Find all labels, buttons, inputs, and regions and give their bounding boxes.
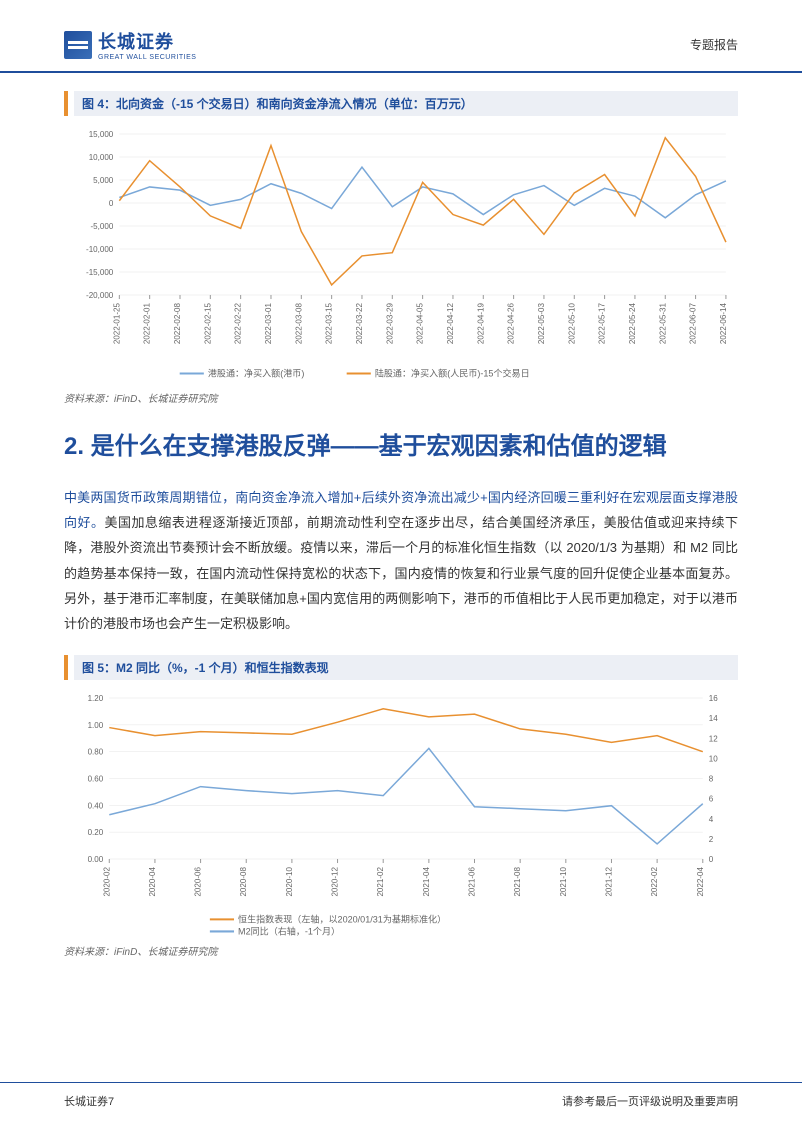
- svg-text:0.60: 0.60: [88, 774, 104, 783]
- accent-bar-icon: [64, 91, 68, 116]
- section-2-heading: 2. 是什么在支撑港股反弹——基于宏观因素和估值的逻辑: [64, 429, 738, 465]
- svg-text:2022-02: 2022-02: [650, 866, 659, 896]
- svg-text:2020-04: 2020-04: [148, 866, 157, 896]
- svg-text:2022-03-01: 2022-03-01: [264, 303, 273, 345]
- svg-text:2022-05-24: 2022-05-24: [628, 303, 637, 345]
- svg-text:2020-10: 2020-10: [285, 866, 294, 896]
- logo: 长城证券 GREAT WALL SECURITIES: [64, 28, 196, 61]
- svg-text:1.20: 1.20: [88, 694, 104, 703]
- chart-5-svg: 0.00 0.20 0.40 0.60 0.80 1.00 1.20 0 2 4 6 8 10 12 14 1…: [64, 688, 738, 939]
- page-header: 长城证券 GREAT WALL SECURITIES 专题报告: [0, 0, 802, 73]
- svg-text:14: 14: [709, 714, 718, 723]
- svg-text:2022-05-10: 2022-05-10: [567, 303, 576, 345]
- section-2-body: 美国加息缩表进程逐渐接近顶部，前期流动性利空在逐步出尽，结合美国经济承压，美股估…: [64, 515, 738, 631]
- figure-4-chart: -20,000 -15,000 -10,000 -5,000 0 5,000 10,000 1…: [64, 124, 738, 386]
- chart-4-svg: -20,000 -15,000 -10,000 -5,000 0 5,000 10,000 1…: [64, 124, 738, 386]
- svg-text:16: 16: [709, 694, 718, 703]
- figure-5-title: 图 5：M2 同比（%，-1 个月）和恒生指数表现: [74, 655, 738, 680]
- svg-text:-5,000: -5,000: [91, 222, 114, 231]
- svg-text:10: 10: [709, 754, 718, 763]
- svg-text:2022-03-29: 2022-03-29: [385, 303, 394, 345]
- figure-5-source: 资料来源：iFinD、长城证券研究院: [64, 943, 738, 958]
- svg-text:0: 0: [109, 199, 114, 208]
- svg-text:2020-06: 2020-06: [194, 866, 203, 896]
- svg-text:12: 12: [709, 734, 718, 743]
- svg-text:15,000: 15,000: [89, 130, 114, 139]
- svg-text:6: 6: [709, 794, 714, 803]
- svg-text:2020-02: 2020-02: [102, 866, 111, 896]
- figure-4-title: 图 4：北向资金（-15 个交易日）和南向资金净流入情况（单位：百万元）: [74, 91, 738, 116]
- svg-text:2021-04: 2021-04: [422, 866, 431, 896]
- svg-text:0.20: 0.20: [88, 828, 104, 837]
- logo-text-en: GREAT WALL SECURITIES: [98, 54, 196, 61]
- svg-text:2022-04-12: 2022-04-12: [446, 303, 455, 345]
- svg-text:2022-03-22: 2022-03-22: [355, 303, 364, 345]
- svg-text:2022-03-15: 2022-03-15: [325, 303, 334, 345]
- svg-text:2021-10: 2021-10: [559, 866, 568, 896]
- svg-text:0.80: 0.80: [88, 747, 104, 756]
- svg-text:2022-02-15: 2022-02-15: [203, 303, 212, 345]
- svg-text:8: 8: [709, 774, 714, 783]
- svg-text:5,000: 5,000: [93, 176, 114, 185]
- svg-text:1.00: 1.00: [88, 721, 104, 730]
- svg-text:2022-03-08: 2022-03-08: [294, 303, 303, 345]
- figure-5-chart: 0.00 0.20 0.40 0.60 0.80 1.00 1.20 0 2 4 6 8 10 12 14 1…: [64, 688, 738, 939]
- svg-text:2020-08: 2020-08: [239, 866, 248, 896]
- svg-text:0.00: 0.00: [88, 855, 104, 864]
- section-2-paragraph: 中美两国货币政策周期错位，南向资金净流入增加+后续外资净流出减少+国内经济回暖三…: [64, 485, 738, 637]
- figure-5-title-bar: 图 5：M2 同比（%，-1 个月）和恒生指数表现: [64, 655, 738, 680]
- svg-text:2021-08: 2021-08: [513, 866, 522, 896]
- svg-text:2022-05-17: 2022-05-17: [598, 303, 607, 345]
- svg-text:2022-04-19: 2022-04-19: [476, 303, 485, 345]
- svg-text:2022-04-26: 2022-04-26: [507, 303, 516, 345]
- svg-text:-15,000: -15,000: [86, 268, 114, 277]
- svg-text:2022-04: 2022-04: [696, 866, 705, 896]
- svg-text:2022-06-14: 2022-06-14: [719, 303, 728, 345]
- svg-text:陆股通：净买入额(人民币)-15个交易日: 陆股通：净买入额(人民币)-15个交易日: [375, 367, 530, 378]
- svg-text:2022-04-05: 2022-04-05: [416, 303, 425, 345]
- svg-text:2022-02-01: 2022-02-01: [143, 303, 152, 345]
- svg-text:0: 0: [709, 855, 714, 864]
- footer-right: 请参考最后一页评级说明及重要声明: [562, 1093, 738, 1109]
- svg-text:0.40: 0.40: [88, 801, 104, 810]
- accent-bar-icon: [64, 655, 68, 680]
- svg-text:2021-12: 2021-12: [604, 866, 613, 896]
- svg-text:2: 2: [709, 835, 714, 844]
- svg-text:M2同比（右轴，-1个月）: M2同比（右轴，-1个月）: [238, 925, 340, 936]
- svg-text:2020-12: 2020-12: [331, 866, 340, 896]
- logo-text-cn: 长城证券: [98, 28, 196, 54]
- svg-text:2022-02-22: 2022-02-22: [234, 303, 243, 345]
- svg-text:4: 4: [709, 814, 714, 823]
- svg-text:2022-02-08: 2022-02-08: [173, 303, 182, 345]
- svg-text:2022-05-03: 2022-05-03: [537, 303, 546, 345]
- page-footer: 长城证券7 请参考最后一页评级说明及重要声明: [0, 1082, 802, 1109]
- footer-left: 长城证券7: [64, 1093, 114, 1109]
- svg-text:-10,000: -10,000: [86, 245, 114, 254]
- logo-mark-icon: [64, 31, 92, 59]
- svg-text:2021-06: 2021-06: [468, 866, 477, 896]
- svg-text:-20,000: -20,000: [86, 291, 114, 300]
- svg-text:恒生指数表现（左轴，以2020/01/31为基期标准化）: 恒生指数表现（左轴，以2020/01/31为基期标准化）: [238, 913, 446, 924]
- doc-type-label: 专题报告: [690, 36, 738, 53]
- svg-text:2021-02: 2021-02: [376, 866, 385, 896]
- svg-text:10,000: 10,000: [89, 153, 114, 162]
- svg-text:2022-01-25: 2022-01-25: [112, 303, 121, 345]
- svg-text:港股通：净买入额(港币): 港股通：净买入额(港币): [208, 367, 304, 378]
- page-content: 图 4：北向资金（-15 个交易日）和南向资金净流入情况（单位：百万元） -20…: [0, 73, 802, 958]
- svg-text:2022-05-31: 2022-05-31: [658, 303, 667, 345]
- figure-4-title-bar: 图 4：北向资金（-15 个交易日）和南向资金净流入情况（单位：百万元）: [64, 91, 738, 116]
- figure-4-source: 资料来源：iFinD、长城证券研究院: [64, 390, 738, 405]
- svg-text:2022-06-07: 2022-06-07: [689, 303, 698, 345]
